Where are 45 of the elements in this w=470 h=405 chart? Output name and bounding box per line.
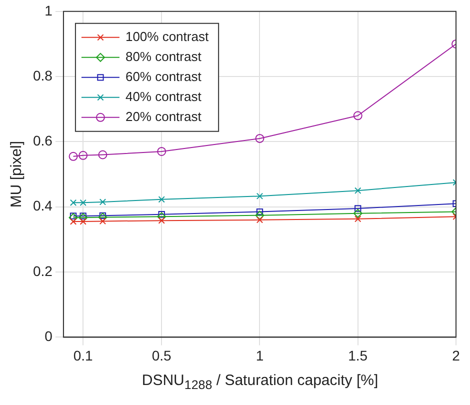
x-axis-title: DSNU$_{1288}$ / Saturation capacity [%]	[140, 372, 380, 392]
y-tick-label: 0.2	[32, 262, 53, 279]
x-tick-label: 0.1	[73, 347, 94, 364]
point	[80, 199, 86, 206]
point	[354, 187, 362, 194]
point	[354, 205, 362, 212]
y-axis-title: MU [pixel]	[8, 140, 26, 208]
point	[158, 196, 165, 203]
point	[68, 152, 78, 161]
legend-label: 100% contrast	[125, 28, 209, 44]
point	[80, 212, 86, 220]
point	[78, 150, 88, 160]
x-tick-label: 1	[256, 347, 264, 364]
x-tick-label: 0.5	[152, 347, 172, 364]
point	[256, 216, 264, 224]
point	[354, 216, 362, 222]
point	[158, 217, 165, 224]
point	[353, 111, 362, 120]
y-tick-label: 0.6	[32, 132, 53, 149]
x-tick-label: 1.5	[348, 347, 368, 364]
legend-label: 60% contrast	[125, 68, 202, 84]
legend-label: 40% contrast	[125, 88, 202, 104]
point	[70, 199, 77, 206]
point	[256, 192, 264, 200]
point	[255, 134, 264, 143]
y-tick-label: 0.8	[32, 67, 53, 84]
point	[255, 210, 264, 220]
point	[70, 218, 77, 225]
point	[70, 212, 77, 220]
point	[99, 198, 106, 206]
point	[80, 218, 86, 225]
x-tick-label: 2	[452, 347, 460, 364]
point	[353, 208, 362, 218]
point	[256, 208, 264, 216]
point	[99, 218, 106, 225]
point	[157, 146, 166, 156]
point	[158, 211, 165, 218]
y-tick-label: 0	[44, 328, 53, 344]
legend-label: 20% contrast	[125, 108, 202, 124]
point	[99, 212, 106, 220]
point	[98, 150, 108, 160]
y-tick-label: 0.4	[32, 198, 53, 214]
y-tick-label: 1	[44, 2, 53, 18]
point	[68, 213, 78, 222]
legend-label: 80% contrast	[125, 48, 202, 64]
